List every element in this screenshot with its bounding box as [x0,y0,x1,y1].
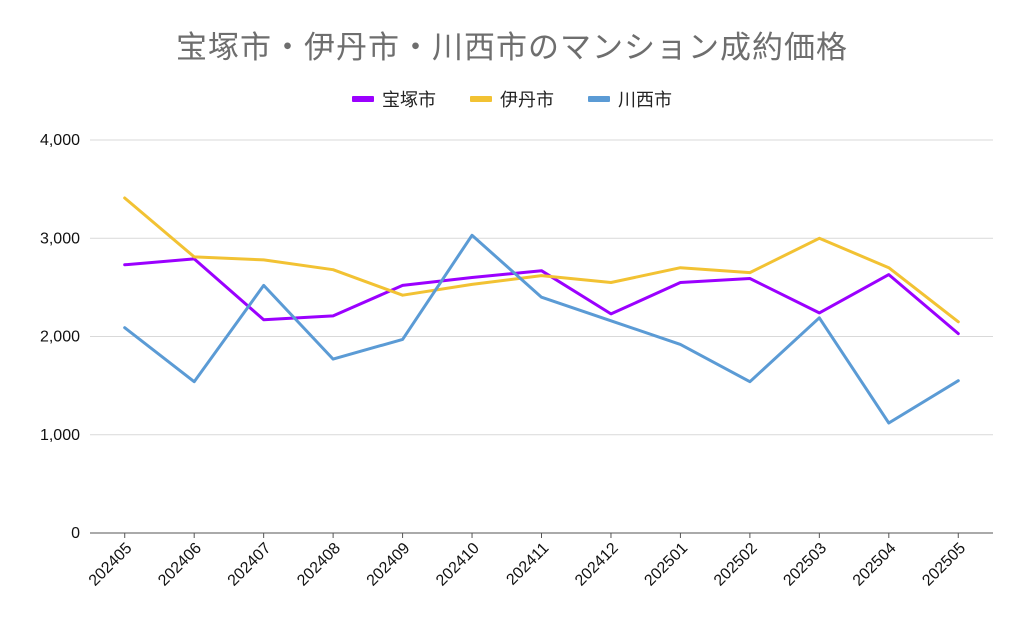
legend-label-itami: 伊丹市 [500,90,554,111]
y-tick-label-3000: 3,000 [40,230,80,247]
x-tick-label-202411: 202411 [503,540,552,589]
x-tick-label-202501: 202501 [641,540,691,590]
x-tick-label-202405: 202405 [86,540,136,590]
x-tick-label-202412: 202412 [572,540,622,590]
legend-item-takarazuka: 宝塚市 [352,86,436,112]
x-tick-label-202408: 202408 [294,540,344,590]
legend-swatch-kawanishi [588,96,610,102]
x-tick-label-202407: 202407 [225,540,275,590]
series-line-takarazuka [123,257,960,336]
x-tick-label-202502: 202502 [711,540,761,590]
y-tick-label-4000: 4,000 [40,132,80,149]
legend-swatch-takarazuka [352,96,374,102]
x-tick-label-202409: 202409 [364,540,414,590]
series-line-kawanishi [123,233,960,425]
x-tick-label-202505: 202505 [919,540,969,590]
x-tick-label-202410: 202410 [433,540,483,590]
y-tick-label-2000: 2,000 [40,329,80,346]
legend-label-kawanishi: 川西市 [618,90,672,111]
chart-title: 宝塚市・伊丹市・川西市のマンション成約価格 [176,30,848,66]
legend-swatch-itami [470,96,492,102]
legend-item-kawanishi: 川西市 [588,86,672,112]
legend: 宝塚市 伊丹市 川西市 [0,86,1024,112]
x-tick-label-202406: 202406 [155,540,205,590]
legend-label-takarazuka: 宝塚市 [382,90,436,111]
y-tick-label-0: 0 [71,525,80,542]
series-line-itami [123,196,960,324]
legend-item-itami: 伊丹市 [470,86,554,112]
x-tick-label-202504: 202504 [850,540,900,590]
x-tick-label-202503: 202503 [780,540,830,590]
y-tick-label-1000: 1,000 [40,427,80,444]
